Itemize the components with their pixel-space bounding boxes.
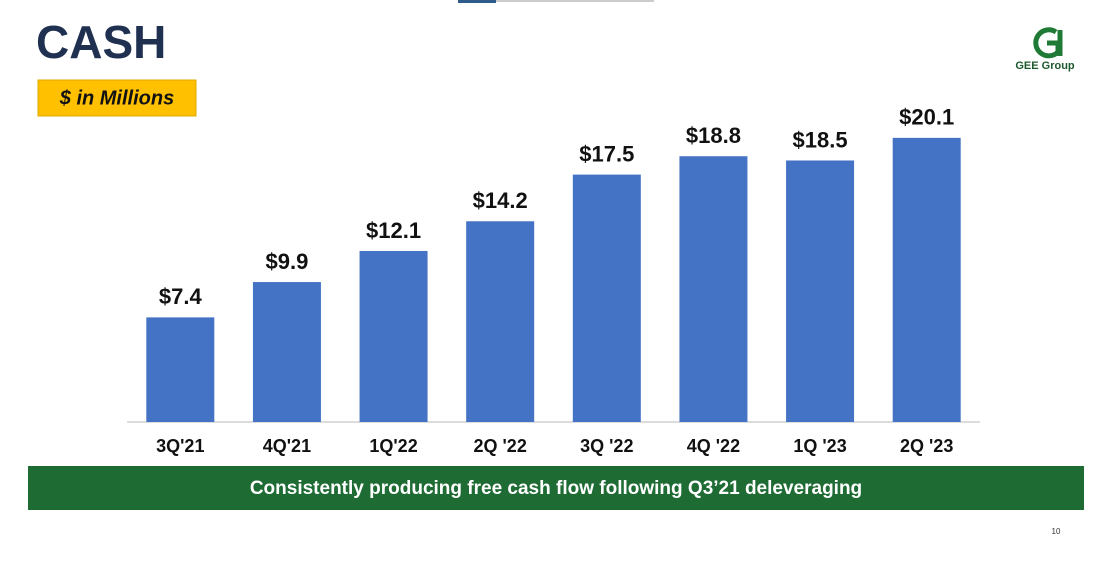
value-label: $9.9: [266, 249, 309, 274]
x-tick-label: 2Q '22: [474, 436, 527, 456]
value-label: $14.2: [473, 188, 528, 213]
value-label: $20.1: [899, 105, 954, 130]
x-tick-label: 4Q'21: [263, 436, 311, 456]
bar: [892, 137, 961, 423]
chart-title: CASH: [36, 16, 166, 68]
subtitle: $ in Millions: [59, 87, 174, 109]
banner-text: Consistently producing free cash flow fo…: [250, 478, 862, 499]
logo-text: GEE Group: [1015, 60, 1075, 72]
x-tick-label: 3Q '22: [580, 436, 633, 456]
value-label: $18.8: [686, 123, 741, 148]
x-tick-label: 1Q '23: [793, 436, 846, 456]
x-tick-label: 4Q '22: [687, 436, 740, 456]
bar: [572, 174, 641, 422]
value-label: $12.1: [366, 218, 421, 243]
bar: [359, 250, 428, 422]
value-label: $7.4: [159, 284, 203, 309]
bar: [146, 317, 215, 422]
logo: GEE Group: [1015, 27, 1075, 72]
page-number: 10: [1052, 527, 1061, 536]
subtitle-box: [37, 79, 197, 117]
bar: [679, 156, 748, 422]
x-tick-label: 1Q'22: [369, 436, 417, 456]
logo-mark: [1033, 27, 1061, 59]
decor-bar: [496, 0, 654, 2]
banner-box: [28, 466, 1084, 510]
x-tick-label: 2Q '23: [900, 436, 953, 456]
bar: [466, 221, 535, 422]
value-label: $18.5: [793, 127, 848, 152]
value-label: $17.5: [579, 141, 634, 166]
bar: [252, 282, 321, 422]
decor-bar: [458, 0, 496, 3]
x-tick-label: 3Q'21: [156, 436, 204, 456]
bar: [786, 160, 855, 422]
